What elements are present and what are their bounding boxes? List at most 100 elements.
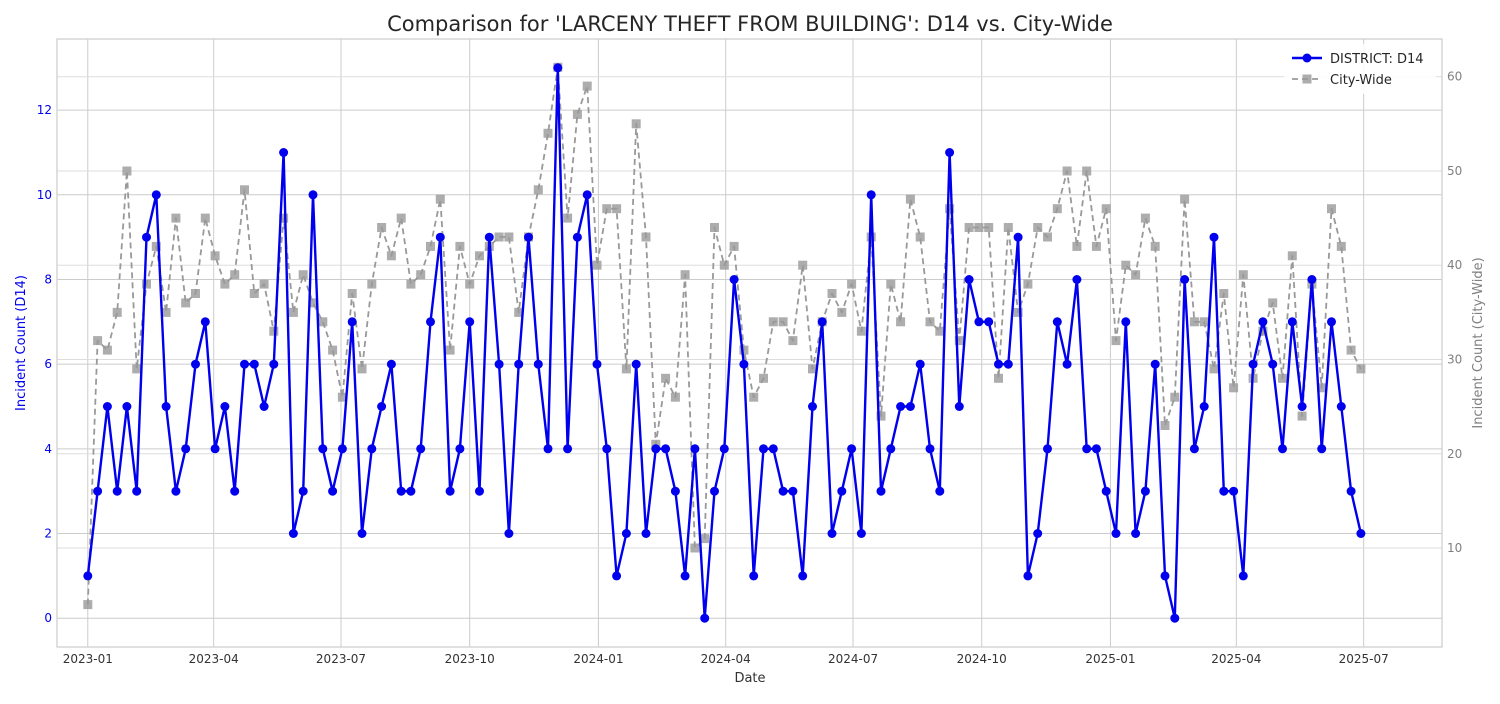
citywide-point (514, 307, 524, 317)
citywide-point (1091, 241, 1101, 251)
district-point (798, 571, 808, 581)
district-point (553, 63, 563, 73)
district-point (161, 402, 171, 411)
district-point (690, 444, 700, 454)
citywide-point (465, 279, 475, 289)
citywide-point (494, 232, 504, 242)
citywide-point (1336, 241, 1346, 251)
district-point (465, 317, 475, 327)
x-tick-label: 2024-04 (701, 652, 751, 666)
citywide-point (798, 260, 808, 270)
citywide-point (259, 279, 269, 289)
citywide-point (602, 204, 612, 214)
district-point (132, 486, 142, 496)
citywide-point (93, 336, 103, 346)
citywide-point (406, 279, 416, 289)
district-point (896, 402, 906, 411)
district-point (631, 359, 641, 369)
citywide-point (778, 317, 788, 327)
district-point (641, 529, 651, 538)
citywide-point (1189, 317, 1199, 327)
citywide-point (1043, 232, 1052, 242)
district-point (396, 486, 406, 496)
citywide-point (308, 298, 318, 308)
y-tick-label-left: 8 (44, 272, 52, 286)
citywide-point (279, 213, 289, 223)
district-point (759, 444, 768, 454)
district-point (925, 444, 935, 454)
district-point (994, 359, 1003, 369)
citywide-point (670, 392, 680, 402)
citywide-point (298, 270, 308, 280)
district-point (191, 359, 200, 369)
citywide-point (641, 232, 651, 242)
citywide-point (543, 128, 553, 138)
citywide-point (1150, 241, 1160, 251)
district-point (680, 571, 690, 581)
citywide-point (1033, 223, 1043, 232)
citywide-point (1268, 298, 1278, 308)
citywide-point (808, 364, 817, 374)
citywide-point (886, 279, 896, 289)
district-point (210, 444, 220, 454)
citywide-point (200, 213, 210, 223)
district-point (945, 148, 955, 157)
district-point (1072, 275, 1082, 284)
citywide-point (1140, 213, 1150, 223)
district-point (964, 275, 974, 284)
citywide-point (386, 251, 396, 261)
legend: DISTRICT: D14 City-Wide (1284, 44, 1436, 94)
district-point (710, 486, 719, 496)
district-point (1101, 486, 1111, 496)
citywide-point (504, 232, 514, 242)
citywide-point (925, 317, 935, 327)
chart-title: Comparison for 'LARCENY THEFT FROM BUILD… (387, 12, 1113, 36)
district-point (514, 359, 524, 369)
x-tick-label: 2025-01 (1085, 652, 1135, 666)
citywide-point (700, 534, 710, 544)
citywide-point (1111, 336, 1121, 346)
district-point (876, 486, 886, 496)
y-tick-label-right: 60 (1447, 70, 1462, 84)
district-point (475, 486, 484, 496)
citywide-point (1131, 270, 1141, 280)
y-tick-label-left: 2 (44, 527, 52, 541)
district-point (768, 444, 778, 454)
district-point (426, 317, 435, 327)
citywide-point (328, 345, 338, 355)
district-series (83, 63, 1366, 623)
citywide-point (1317, 383, 1327, 393)
citywide-point (592, 260, 602, 270)
citywide-point (455, 241, 465, 251)
district-point (778, 486, 788, 496)
citywide-point (935, 326, 945, 336)
citywide-point (1013, 307, 1023, 317)
district-point (817, 317, 827, 327)
district-point (661, 444, 671, 454)
legend-marker-citywide (1302, 74, 1312, 84)
district-point (1160, 571, 1170, 581)
citywide-point (112, 307, 122, 317)
district-point (102, 402, 112, 411)
y-tick-label-left: 10 (37, 188, 52, 202)
district-point (719, 444, 729, 454)
citywide-point (690, 543, 700, 553)
citywide-point (1238, 270, 1248, 280)
district-point (808, 402, 817, 411)
district-point (1013, 232, 1023, 242)
citywide-point (837, 307, 847, 317)
district-point (651, 444, 661, 454)
x-tick-label: 2024-07 (828, 652, 878, 666)
citywide-point (1287, 251, 1297, 261)
district-point (1278, 444, 1287, 454)
district-point (288, 529, 298, 538)
citywide-point (866, 232, 876, 242)
district-point (142, 232, 151, 242)
y-tick-label-left: 6 (44, 357, 52, 371)
district-point (1062, 359, 1072, 369)
district-point (377, 402, 387, 411)
x-tick-label: 2023-04 (189, 652, 239, 666)
citywide-point (191, 289, 200, 298)
district-point (582, 190, 592, 200)
citywide-point (151, 241, 161, 251)
